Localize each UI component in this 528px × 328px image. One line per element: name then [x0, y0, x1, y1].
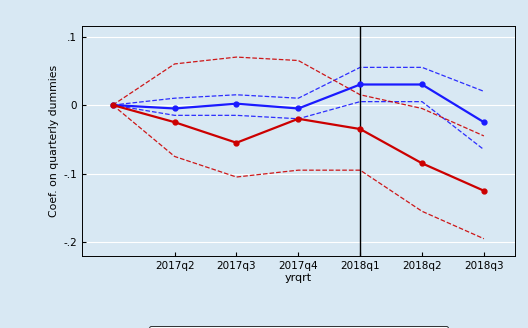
- Y-axis label: Coef. on quarterly dummies: Coef. on quarterly dummies: [49, 65, 59, 217]
- X-axis label: yrqrt: yrqrt: [285, 274, 312, 283]
- Legend: No/low trade with NA, High trade with NA: No/low trade with NA, High trade with NA: [149, 326, 448, 328]
